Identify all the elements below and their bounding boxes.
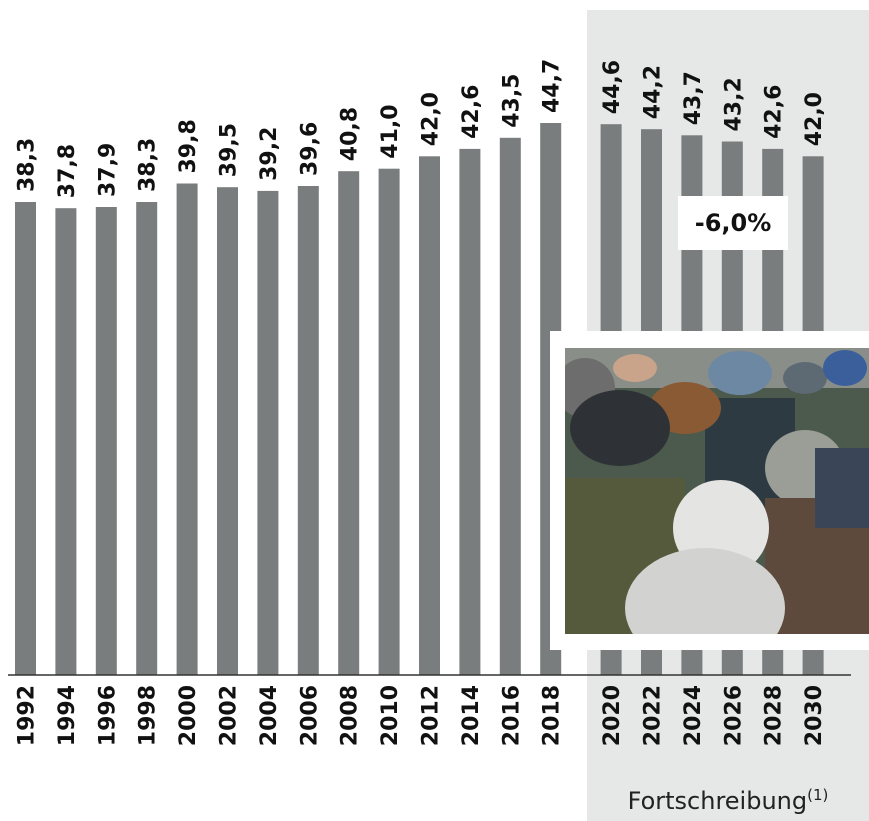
forecast-footnote-marker: (1)	[807, 786, 829, 804]
value-label-2018: 44,7	[540, 59, 565, 113]
tick-label-2004: 2004	[257, 685, 282, 746]
tick-label-2008: 2008	[338, 685, 363, 746]
tick-label-1998: 1998	[136, 685, 161, 746]
value-label-2002: 39,5	[217, 123, 242, 177]
value-label-2004: 39,2	[257, 127, 282, 181]
bar-2014	[459, 148, 481, 675]
value-label-2020: 44,6	[600, 60, 625, 114]
tick-label-2002: 2002	[217, 685, 242, 746]
bar-2012	[419, 156, 440, 676]
tick-label-2014: 2014	[459, 685, 484, 746]
bar-2016	[499, 137, 521, 676]
bar-2004	[257, 190, 279, 675]
value-label-2006: 39,6	[297, 122, 322, 176]
bar-1994	[55, 208, 77, 675]
bar-2010	[378, 168, 400, 675]
value-label-2030: 42,0	[802, 92, 827, 146]
value-label-2012: 42,0	[419, 92, 444, 146]
bar-2000	[176, 183, 198, 675]
value-label-2026: 43,2	[721, 77, 746, 131]
bar-1992	[15, 202, 36, 675]
value-label-2016: 43,5	[499, 74, 524, 128]
value-label-1992: 38,3	[15, 138, 40, 192]
value-label-2022: 44,2	[641, 65, 666, 119]
forecast-caption: Fortschreibung(1)	[587, 786, 869, 815]
value-label-1996: 37,9	[95, 143, 120, 197]
bar-1996	[95, 207, 117, 675]
tick-label-2012: 2012	[419, 685, 444, 746]
value-label-1994: 37,8	[55, 144, 80, 198]
crowd-photo	[565, 348, 869, 634]
forecast-caption-text: Fortschreibung	[627, 787, 808, 815]
tick-label-2024: 2024	[681, 685, 706, 746]
tick-label-1994: 1994	[55, 685, 80, 746]
tick-label-2020: 2020	[600, 685, 625, 746]
value-label-2000: 39,8	[176, 119, 201, 173]
bar-2006	[297, 186, 319, 675]
tick-label-2018: 2018	[540, 685, 565, 746]
tick-label-2000: 2000	[176, 685, 201, 746]
value-label-2014: 42,6	[459, 85, 484, 139]
tick-label-2026: 2026	[721, 685, 746, 746]
bar-1998	[136, 202, 158, 675]
tick-label-2030: 2030	[802, 685, 827, 746]
bar-2002	[217, 187, 238, 675]
photo-frame	[550, 331, 869, 650]
value-label-1998: 38,3	[136, 138, 161, 192]
value-label-2024: 43,7	[681, 71, 706, 125]
bar-2008	[338, 171, 360, 675]
value-label-2008: 40,8	[338, 107, 363, 161]
tick-label-2022: 2022	[641, 685, 666, 746]
tick-label-2006: 2006	[297, 685, 322, 746]
tick-label-2028: 2028	[762, 685, 787, 746]
tick-label-1996: 1996	[95, 685, 120, 746]
tick-label-2010: 2010	[378, 685, 403, 746]
tick-label-1992: 1992	[15, 685, 40, 746]
tick-label-2016: 2016	[499, 685, 524, 746]
value-label-2010: 41,0	[378, 104, 403, 158]
change-annotation-badge: -6,0%	[678, 196, 788, 250]
value-label-2028: 42,6	[762, 85, 787, 139]
